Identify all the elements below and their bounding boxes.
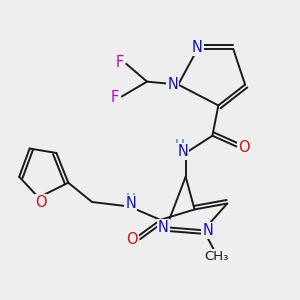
Text: N: N <box>192 40 203 55</box>
Text: H: H <box>175 138 185 151</box>
Text: N: N <box>125 196 136 211</box>
Text: O: O <box>35 195 47 210</box>
Text: O: O <box>126 232 137 247</box>
Text: F: F <box>111 91 119 106</box>
Text: O: O <box>238 140 250 154</box>
Text: F: F <box>116 55 124 70</box>
Text: H: H <box>126 192 136 205</box>
Text: CH₃: CH₃ <box>205 250 229 263</box>
Text: N: N <box>158 220 169 235</box>
Text: N: N <box>167 77 178 92</box>
Text: N: N <box>177 144 188 159</box>
Text: N: N <box>202 223 213 238</box>
